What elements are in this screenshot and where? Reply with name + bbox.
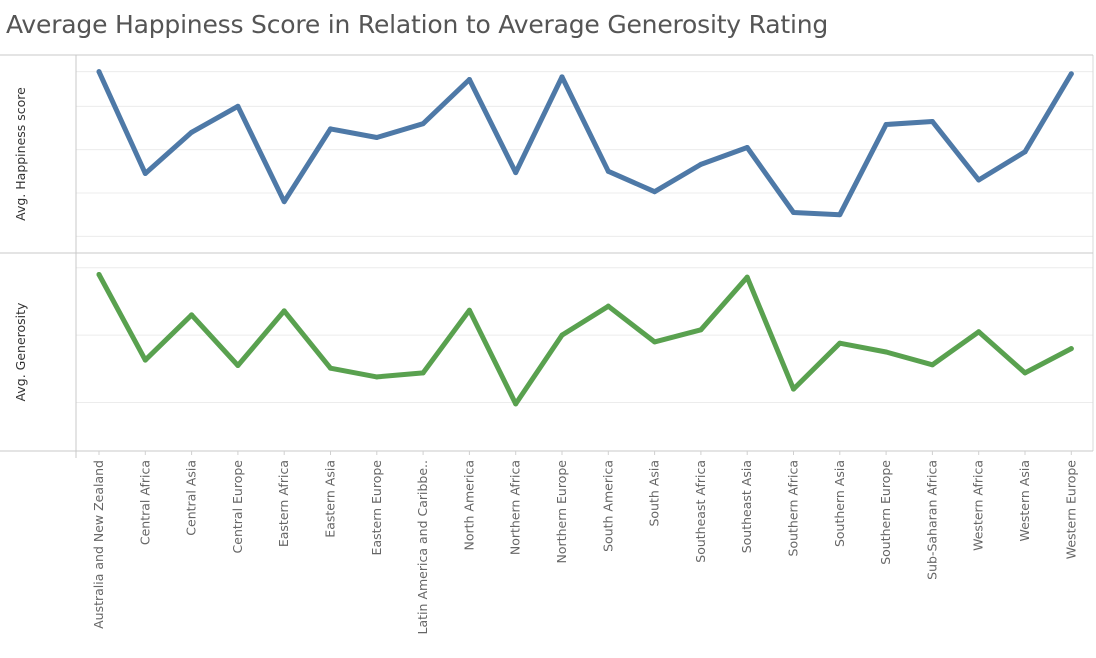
data-point: [605, 303, 611, 309]
data-point: [281, 199, 287, 205]
y-axis-label: Avg. Happiness score: [13, 87, 28, 221]
data-point: [1068, 71, 1074, 77]
data-point: [328, 126, 333, 132]
data-point: [1068, 346, 1074, 352]
data-point: [513, 401, 519, 407]
data-point: [142, 171, 148, 176]
data-point: [281, 308, 287, 314]
x-tick-label: Southeast Asia: [739, 460, 754, 553]
data-point: [235, 362, 241, 368]
data-point: [744, 274, 750, 280]
data-point: [698, 161, 704, 167]
x-tick-label: Southern Africa: [786, 460, 801, 556]
data-point: [420, 121, 426, 127]
x-tick-label: Western Europe: [1063, 460, 1078, 560]
x-tick-label: Eastern Africa: [276, 460, 291, 547]
data-point: [235, 103, 241, 109]
x-tick-label: Eastern Asia: [323, 460, 338, 538]
data-point: [374, 135, 380, 141]
x-tick-label: Eastern Europe: [369, 460, 384, 556]
data-point: [837, 340, 843, 346]
series-line: [96, 69, 1074, 218]
chart-title: Average Happiness Score in Relation to A…: [6, 10, 829, 39]
data-point: [559, 332, 565, 338]
data-point: [96, 271, 102, 277]
data-point: [189, 129, 195, 135]
chart-panels: Avg. Happiness score Avg. Generosity: [0, 54, 1094, 452]
data-point: [883, 349, 889, 355]
x-tick-label: Northern Europe: [554, 460, 569, 564]
series-line: [96, 272, 1074, 407]
x-tick-label: South America: [600, 460, 615, 552]
x-tick-label: Sub-Saharan Africa: [924, 460, 939, 580]
data-point: [744, 145, 750, 150]
x-tick-label: Central Africa: [137, 460, 152, 545]
x-tick-label: Southern Asia: [832, 460, 847, 547]
data-point: [466, 307, 472, 313]
x-tick-label: Western Asia: [1017, 460, 1032, 541]
data-point: [1022, 370, 1028, 376]
data-point: [466, 76, 472, 82]
data-point: [883, 122, 889, 128]
data-point: [374, 374, 380, 380]
x-tick-label: Australia and New Zealand: [91, 460, 106, 629]
x-tick-label: North America: [461, 460, 476, 550]
x-tick-label: Western Africa: [971, 460, 986, 551]
x-tick-label: Southern Europe: [878, 460, 893, 565]
data-point: [652, 189, 658, 195]
data-point: [791, 386, 796, 392]
data-point: [420, 370, 426, 376]
panel-1: Avg. Happiness score: [0, 54, 1094, 254]
data-point: [96, 69, 102, 75]
x-tick-label: Latin America and Caribbe..: [415, 460, 430, 634]
data-point: [652, 339, 658, 345]
x-tick-label: Northern Africa: [508, 460, 523, 555]
panel-2: Avg. Generosity: [0, 252, 1094, 452]
data-point: [837, 212, 843, 218]
x-tick-label: South Asia: [647, 460, 662, 527]
data-point: [698, 327, 704, 333]
data-point: [513, 170, 519, 176]
y-axis-label: Avg. Generosity: [13, 302, 28, 401]
data-point: [328, 365, 333, 371]
data-point: [559, 74, 565, 80]
x-tick-label: Southeast Africa: [693, 460, 708, 563]
data-point: [189, 312, 195, 318]
data-point: [976, 177, 982, 183]
data-point: [929, 362, 935, 368]
x-tick-label: Central Asia: [184, 460, 199, 536]
data-point: [1022, 149, 1028, 155]
data-point: [605, 168, 611, 174]
data-point: [142, 357, 148, 363]
x-axis: Australia and New Zealand Central Africa C…: [75, 451, 1078, 634]
data-point: [791, 210, 796, 215]
data-point: [929, 119, 935, 124]
data-point: [976, 329, 982, 335]
x-tick-label: Central Europe: [230, 460, 245, 554]
